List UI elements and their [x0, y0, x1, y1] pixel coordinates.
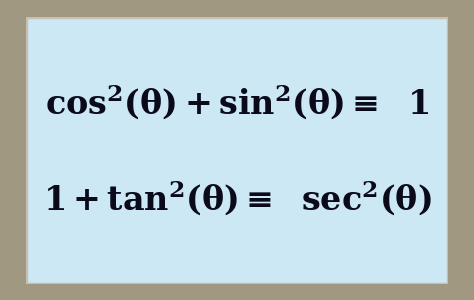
- Text: $\mathrm{\mathbf{1 + tan^2(\theta) \equiv \ \ sec^2(\theta)}}$: $\mathrm{\mathbf{1 + tan^2(\theta) \equi…: [43, 179, 431, 218]
- Text: $\mathrm{\mathbf{cos^2(\theta) + sin^2(\theta) \equiv \ \ 1}}$: $\mathrm{\mathbf{cos^2(\theta) + sin^2(\…: [45, 82, 429, 121]
